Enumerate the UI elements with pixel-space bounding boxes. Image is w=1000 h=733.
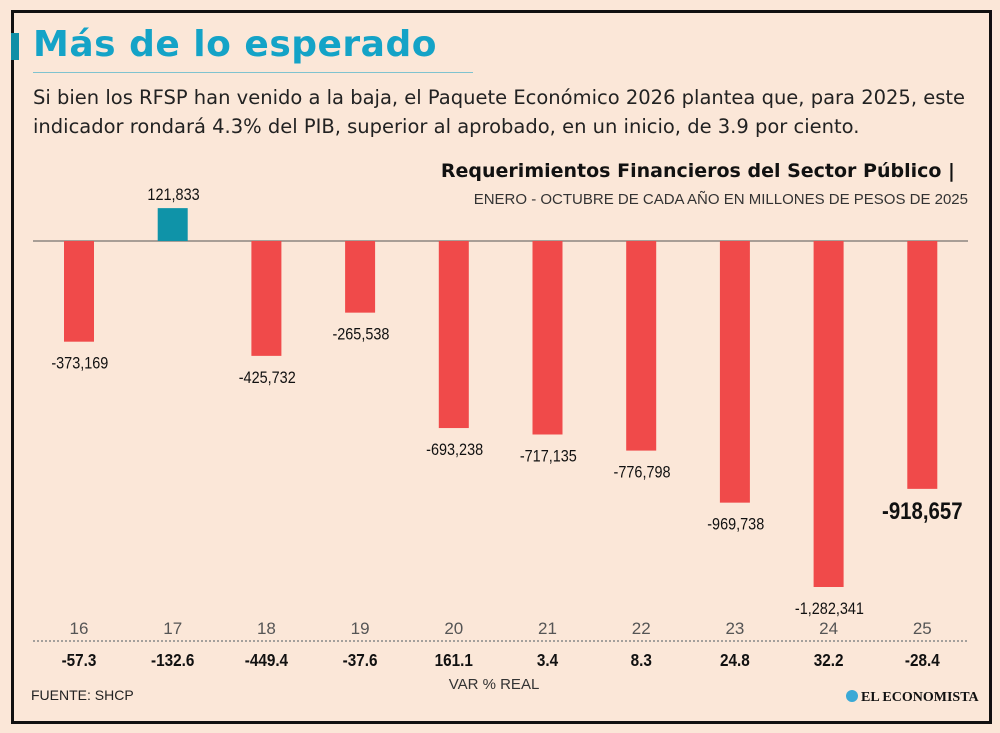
x-tick-label: 22 xyxy=(632,619,651,638)
bar xyxy=(251,241,282,356)
title-divider xyxy=(33,72,473,73)
var-value: 32.2 xyxy=(814,650,844,670)
bar xyxy=(907,241,938,489)
x-tick-label: 24 xyxy=(819,619,838,638)
bar xyxy=(532,241,563,435)
page-subtitle: Si bien los RFSP han venido a la baja, e… xyxy=(33,86,966,138)
chart-title: Requerimientos Financieros del Sector Pú… xyxy=(441,160,955,182)
bar xyxy=(626,241,657,451)
bar xyxy=(813,241,844,587)
bar xyxy=(64,241,94,342)
logo-icon xyxy=(846,690,858,702)
page-title: Más de lo esperado xyxy=(33,24,437,65)
var-value: 3.4 xyxy=(537,650,559,670)
var-value: -37.6 xyxy=(343,650,378,670)
x-tick-label: 25 xyxy=(913,619,932,638)
bar xyxy=(719,241,750,503)
chart-subtitle: ENERO - OCTUBRE DE CADA AÑO EN MILLONES … xyxy=(474,191,968,208)
value-label: -265,538 xyxy=(332,326,389,344)
value-label: -693,238 xyxy=(426,441,483,459)
var-value: 24.8 xyxy=(720,650,750,670)
source-note: FUENTE: SHCP xyxy=(31,687,134,703)
bar xyxy=(438,241,469,429)
var-value: -132.6 xyxy=(151,650,194,670)
value-label: -918,657 xyxy=(882,497,963,524)
var-label: VAR % REAL xyxy=(449,676,540,693)
x-tick-label: 20 xyxy=(444,619,463,638)
value-label: -1,282,341 xyxy=(795,600,864,618)
x-tick-label: 18 xyxy=(257,619,276,638)
x-tick-label: 17 xyxy=(163,619,182,638)
var-value: -449.4 xyxy=(245,650,289,670)
var-value: 161.1 xyxy=(435,650,473,670)
title-accent-bar xyxy=(11,33,19,60)
var-value: 8.3 xyxy=(631,650,652,670)
value-label: -969,738 xyxy=(707,516,764,534)
value-label: -717,135 xyxy=(520,447,577,465)
bar xyxy=(345,241,376,313)
value-label: -373,169 xyxy=(51,355,108,373)
value-label: -776,798 xyxy=(614,464,671,482)
var-value: -28.4 xyxy=(905,650,940,670)
value-label: -425,732 xyxy=(239,369,296,387)
x-tick-label: 23 xyxy=(725,619,744,638)
var-value: -57.3 xyxy=(62,650,97,670)
x-tick-label: 21 xyxy=(538,619,557,638)
bar xyxy=(157,208,188,241)
el-economista-logo: EL ECONOMISTA xyxy=(846,690,979,705)
logo-text: EL ECONOMISTA xyxy=(861,690,979,705)
value-label: 121,833 xyxy=(147,186,199,204)
x-tick-label: 16 xyxy=(70,619,89,638)
x-tick-label: 19 xyxy=(351,619,370,638)
